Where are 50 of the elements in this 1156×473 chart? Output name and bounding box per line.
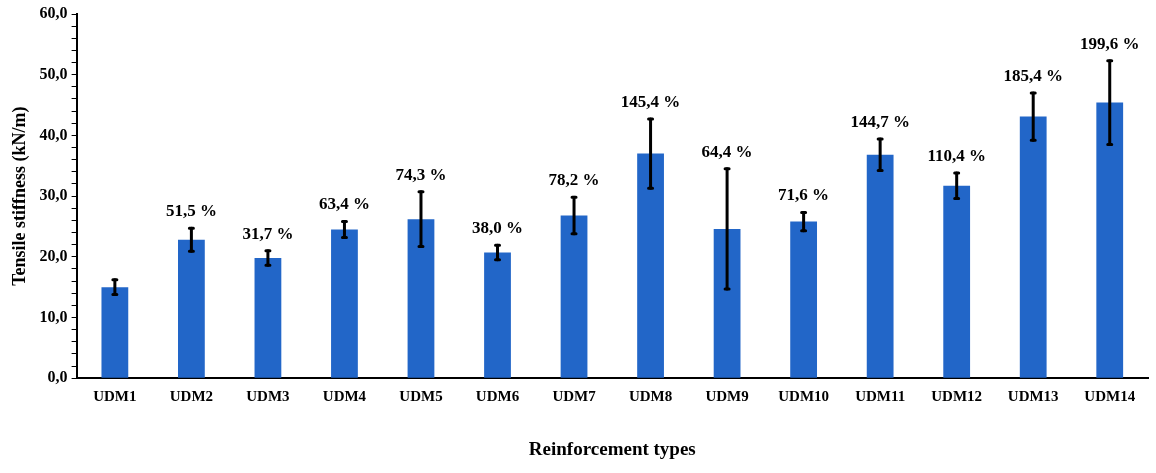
bar xyxy=(178,239,205,378)
x-tick-label: UDM4 xyxy=(322,388,367,405)
y-tick-label: 0,0 xyxy=(47,368,68,386)
annotation: 74,3 % xyxy=(395,164,447,184)
x-tick-label: UDM1 xyxy=(93,388,137,405)
annotation: 199,6 % xyxy=(1079,33,1140,53)
x-tick-label: UDM10 xyxy=(778,388,830,405)
annotation: 38,0 % xyxy=(472,218,524,238)
y-tick-label: 60,0 xyxy=(39,4,68,22)
annotation: 145,4 % xyxy=(620,91,681,111)
annotation: 71,6 % xyxy=(778,185,830,205)
annotation: 144,7 % xyxy=(850,111,910,131)
y-tick-label: 30,0 xyxy=(39,186,68,204)
y-tick-label: 10,0 xyxy=(39,307,68,325)
bar xyxy=(407,219,435,378)
bar xyxy=(101,287,129,378)
bar xyxy=(254,258,282,378)
x-tick-label: UDM2 xyxy=(169,388,214,405)
bar xyxy=(331,229,358,378)
y-tick-label: 50,0 xyxy=(39,64,68,82)
bar xyxy=(1019,116,1047,378)
bar xyxy=(560,215,588,378)
annotation: 185,4 % xyxy=(1003,65,1063,85)
annotation: 51,5 % xyxy=(165,201,217,221)
annotation: 78,2 % xyxy=(548,170,600,190)
x-tick-label: UDM3 xyxy=(246,388,290,405)
y-tick-label: 40,0 xyxy=(39,125,68,143)
x-tick-label: UDM13 xyxy=(1007,388,1059,405)
bar xyxy=(943,185,971,378)
annotation: 63,4 % xyxy=(318,194,370,214)
x-tick-label: UDM7 xyxy=(552,388,597,405)
bar xyxy=(790,221,818,378)
y-axis-title: Tensile stiffness (kN/m) xyxy=(9,106,31,286)
x-tick-label: UDM9 xyxy=(705,388,749,405)
x-axis-title: Reinforcement types xyxy=(528,437,696,459)
annotation: 110,4 % xyxy=(927,145,986,165)
bar xyxy=(484,252,511,378)
bar xyxy=(866,154,894,378)
bar xyxy=(713,228,741,378)
bar xyxy=(637,153,664,378)
x-tick-label: UDM12 xyxy=(931,388,983,405)
bar xyxy=(1096,102,1124,378)
x-tick-label: UDM11 xyxy=(855,388,906,405)
x-tick-label: UDM14 xyxy=(1084,388,1136,405)
x-tick-label: UDM5 xyxy=(399,388,443,405)
annotation: 31,7 % xyxy=(242,223,294,243)
x-tick-label: UDM6 xyxy=(475,388,520,405)
annotation: 64,4 % xyxy=(701,141,753,161)
y-tick-label: 20,0 xyxy=(39,246,68,264)
x-tick-label: UDM8 xyxy=(628,388,673,405)
